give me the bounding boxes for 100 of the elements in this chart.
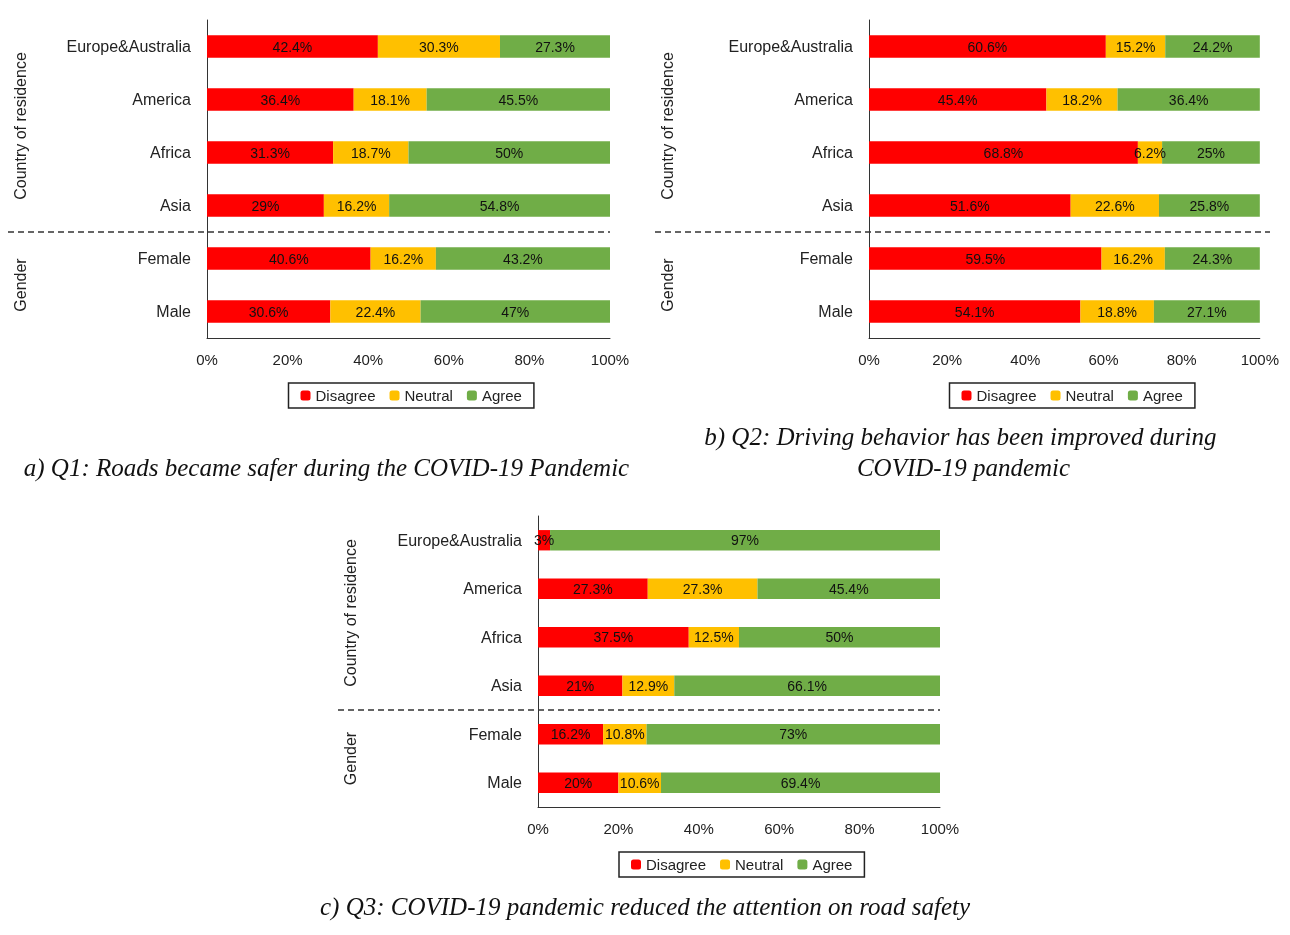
data-label: 42.4% [272,38,313,55]
text: b) Q2: Driving behavior has been improved during COVID-19 pandemic [704,423,1223,481]
data-label: 18.2% [1062,91,1102,108]
legend-label: Neutral [735,856,784,873]
y-tick-label: Male [818,303,854,320]
text: Gender [341,731,359,786]
data-label: 22.6% [1094,197,1135,214]
bar [869,194,1071,217]
x-tick-label: 60% [764,820,795,837]
y-tick-label: America [794,91,854,108]
data-label: 21% [566,677,595,694]
bar [1117,88,1260,111]
data-label: 25.8% [1189,197,1230,214]
y-tick-label: Africa [481,628,523,646]
bar [538,627,689,648]
text: a) Q1: Roads became safer during the COVID-19 Pandemic [23,454,630,482]
bar [1070,194,1159,217]
bar [426,88,610,111]
data-label: 24.3% [1192,250,1233,267]
data-label: 60.6% [967,38,1008,55]
bar [389,194,610,217]
text: Gender [11,257,29,312]
data-label: 29% [251,197,280,214]
data-label: 25% [1196,144,1225,161]
x-tick-label: 0% [196,351,218,368]
data-label: 12.9% [628,677,669,694]
bar [1046,88,1118,111]
bar [1153,300,1260,323]
x-tick-label: 80% [1166,351,1197,368]
data-label: 16.2% [1113,250,1154,267]
bar [408,141,610,164]
text: Country of residence [11,52,29,200]
legend-label: Agree [1142,387,1183,404]
x-tick-label: 20% [272,351,303,368]
y-tick-label: Africa [150,144,192,161]
legend-label: Disagree [976,387,1037,404]
x-tick-label: 60% [1088,351,1119,368]
bar [674,675,940,696]
data-label: 73% [779,726,808,743]
data-label: 27.1% [1187,303,1227,320]
data-label: 50% [495,144,524,161]
data-label: 16.2% [383,250,424,267]
data-label: 97% [731,532,760,549]
bar [499,35,610,58]
y-tick-label: Female [799,250,854,267]
y-tick-label: Asia [821,197,854,214]
data-label: 50% [825,629,854,646]
text: Country of residence [341,539,359,687]
y-tick-label: Male [487,774,523,792]
bar [207,141,334,164]
x-tick-label: 60% [433,351,464,368]
data-label: 47% [501,303,530,320]
data-label: 40.6% [268,250,309,267]
bar [1158,194,1260,217]
y-tick-label: Europe&Australia [728,38,854,55]
x-tick-label: 20% [603,820,634,837]
data-label: 16.2% [336,197,377,214]
data-label: 22.4% [355,303,396,320]
data-label: 27.3% [535,38,575,55]
x-tick-label: 40% [683,820,714,837]
data-label: 69.4% [780,774,821,791]
legend-label: Neutral [404,387,453,404]
x-tick-label: 100% [1240,351,1280,368]
data-label: 18.8% [1097,303,1138,320]
data-label: 12.5% [694,629,734,646]
bar [869,300,1081,323]
data-label: 20% [564,774,593,791]
legend-label: Agree [812,856,853,873]
x-tick-label: 100% [590,351,630,368]
legend-label: Disagree [315,387,376,404]
data-label: 45.4% [828,580,869,597]
data-label: 15.2% [1115,38,1156,55]
x-tick-label: 100% [920,820,960,837]
x-tick-label: 40% [353,351,384,368]
bar [377,35,500,58]
bar [435,247,610,270]
bar [420,300,610,323]
y-tick-label: America [132,91,192,108]
bar [207,300,331,323]
bar [757,578,940,599]
data-label: 36.4% [1168,91,1209,108]
y-tick-label: Europe&Australia [66,38,192,55]
bar [869,247,1102,270]
data-label: 27.3% [573,580,613,597]
data-label: 30.3% [419,38,459,55]
data-label: 31.3% [250,144,290,161]
x-tick-label: 0% [858,351,880,368]
y-tick-label: Europe&Australia [397,531,523,549]
data-label: 18.1% [370,91,411,108]
bar [207,247,371,270]
bar [661,772,940,793]
bar [330,300,421,323]
data-label: 68.8% [983,144,1024,161]
data-label: 10.6% [619,774,660,791]
legend-label: Neutral [1065,387,1114,404]
bar [869,35,1106,58]
bar [739,627,940,648]
text: c) Q3: COVID-19 pandemic reduced the attention on road safety [319,893,971,921]
data-label: 45.5% [498,91,539,108]
bar [333,141,409,164]
